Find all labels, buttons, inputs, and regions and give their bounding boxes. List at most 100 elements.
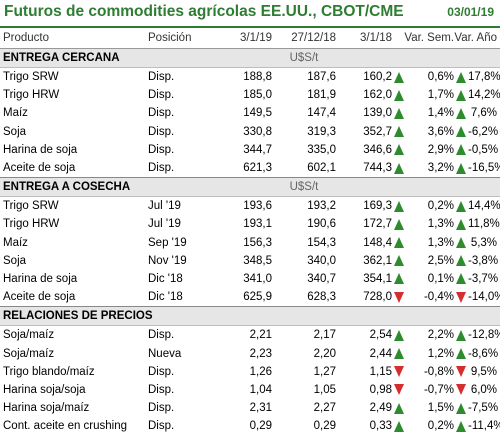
cell-arrow-var-sem bbox=[454, 234, 468, 252]
table-row: Soja/maíz Disp. 2,21 2,17 2,54 2,2% -12,8% bbox=[0, 326, 500, 345]
cell-price-year-ago: 169,3 bbox=[363, 200, 392, 213]
cell-price-week-ago: 340,7 bbox=[307, 272, 336, 285]
arrow-up-icon bbox=[456, 144, 467, 156]
cell-price-week-ago: 2,27 bbox=[313, 402, 336, 415]
cell-arrow-var-sem bbox=[454, 381, 468, 399]
cell-price-current: 0,29 bbox=[249, 420, 272, 433]
cell-producto: Trigo SRW bbox=[3, 71, 59, 84]
arrow-up-icon bbox=[456, 255, 467, 267]
cell-var-sem: -0,7% bbox=[423, 383, 455, 396]
section-header: ENTREGA A COSECHA U$S/t bbox=[0, 177, 500, 198]
section-filler bbox=[392, 177, 500, 198]
cell-posicion: Disp. bbox=[148, 107, 175, 120]
arrow-up-icon bbox=[394, 237, 404, 249]
table-row: Aceite de soja Disp. 621,3 602,1 744,3 3,2% -1… bbox=[0, 159, 500, 178]
cell-arrow-var-sem bbox=[454, 159, 468, 178]
table-row: Trigo HRW Disp. 185,0 181,9 162,0 1,7% 14,2% bbox=[0, 86, 500, 104]
cell-posicion: Disp. bbox=[148, 143, 175, 156]
cell-var-sem: 0,6% bbox=[427, 71, 455, 84]
cell-arrow-var-sem bbox=[454, 123, 468, 141]
cell-producto: Aceite de soja bbox=[3, 162, 76, 175]
arrow-up-icon bbox=[456, 348, 467, 359]
col-header-var-sem: Var. Sem. bbox=[392, 28, 455, 49]
cell-arrow-var-sem bbox=[454, 197, 468, 216]
cell-producto: Soja bbox=[3, 125, 27, 138]
cell-price-year-ago: 1,15 bbox=[369, 365, 392, 378]
cell-posicion: Disp. bbox=[148, 162, 175, 175]
cell-var-anio: 7,6% bbox=[470, 107, 498, 120]
cell-producto: Trigo blando/maíz bbox=[3, 365, 95, 378]
cell-producto: Soja/maíz bbox=[3, 329, 55, 342]
col-header-var-anio: Var. Año bbox=[454, 28, 500, 49]
section-unit: U$S/t bbox=[216, 48, 392, 68]
cell-price-current: 185,0 bbox=[243, 89, 272, 102]
arrow-down-icon bbox=[456, 366, 467, 378]
cell-var-sem: 2,2% bbox=[427, 329, 455, 342]
cell-posicion: Disp. bbox=[148, 402, 175, 415]
cell-var-anio: 11,8% bbox=[468, 218, 500, 231]
cell-arrow-var-sem bbox=[454, 215, 468, 233]
cell-var-anio: -14,0% bbox=[468, 291, 500, 304]
cell-var-anio: -16,5% bbox=[468, 162, 500, 175]
cell-arrow-year-ago bbox=[392, 381, 406, 399]
cell-producto: Cont. aceite en crushing bbox=[3, 420, 128, 433]
cell-var-anio: -11,4% bbox=[468, 420, 500, 433]
title-bar: Futuros de commodities agrícolas EE.UU.,… bbox=[0, 0, 500, 28]
cell-var-anio: -8,6% bbox=[468, 347, 499, 360]
cell-price-week-ago: 1,27 bbox=[313, 365, 336, 378]
cell-var-anio: 5,3% bbox=[470, 236, 498, 249]
cell-price-current: 188,8 bbox=[243, 71, 272, 84]
section-title: ENTREGA A COSECHA bbox=[0, 177, 216, 198]
arrow-up-icon bbox=[394, 273, 404, 285]
cell-price-year-ago: 172,7 bbox=[363, 218, 392, 231]
arrow-up-icon bbox=[456, 237, 467, 249]
cell-price-year-ago: 744,3 bbox=[363, 162, 392, 175]
cell-producto: Soja/maíz bbox=[3, 347, 55, 360]
cell-producto: Harina soja/soja bbox=[3, 383, 86, 396]
arrow-up-icon bbox=[456, 218, 467, 230]
cell-price-current: 2,31 bbox=[249, 402, 272, 415]
cell-posicion: Disp. bbox=[148, 125, 175, 138]
cell-price-week-ago: 181,9 bbox=[307, 89, 336, 102]
cell-price-week-ago: 1,05 bbox=[313, 383, 336, 396]
section-header: ENTREGA CERCANA U$S/t bbox=[0, 48, 500, 68]
cell-price-current: 2,23 bbox=[249, 347, 272, 360]
cell-arrow-year-ago bbox=[392, 363, 406, 381]
cell-price-current: 1,04 bbox=[249, 383, 272, 396]
table-row: Harina de soja Disp. 344,7 335,0 346,6 2,9% -0… bbox=[0, 141, 500, 159]
arrow-up-icon bbox=[394, 162, 404, 174]
arrow-down-icon bbox=[394, 384, 404, 396]
cell-price-year-ago: 2,54 bbox=[369, 329, 392, 342]
arrow-up-icon bbox=[394, 200, 404, 212]
cell-arrow-var-sem bbox=[454, 344, 468, 362]
table-row: Harina de soja Dic '18 341,0 340,7 354,1 0,1%… bbox=[0, 270, 500, 288]
arrow-up-icon bbox=[456, 200, 467, 212]
cell-posicion: Dic '18 bbox=[148, 291, 183, 304]
arrow-up-icon bbox=[394, 329, 404, 341]
arrow-up-icon bbox=[394, 402, 404, 414]
cell-var-anio: 6,0% bbox=[470, 383, 498, 396]
arrow-up-icon bbox=[456, 89, 467, 101]
cell-arrow-var-sem bbox=[454, 252, 468, 270]
cell-price-year-ago: 2,49 bbox=[369, 402, 392, 415]
cell-price-current: 1,26 bbox=[249, 365, 272, 378]
cell-arrow-var-sem bbox=[454, 270, 468, 288]
arrow-up-icon bbox=[394, 71, 404, 83]
cell-price-week-ago: 340,0 bbox=[307, 254, 336, 267]
arrow-down-icon bbox=[394, 366, 404, 378]
cell-producto: Maíz bbox=[3, 236, 28, 249]
cell-var-sem: -0,8% bbox=[423, 365, 455, 378]
col-header-producto: Producto bbox=[0, 28, 148, 49]
cell-producto: Harina de soja bbox=[3, 272, 78, 285]
cell-posicion: Sep '19 bbox=[148, 236, 187, 249]
arrow-up-icon bbox=[456, 107, 467, 119]
cell-producto: Aceite de soja bbox=[3, 291, 76, 304]
col-header-year-ago: 3/1/18 bbox=[336, 28, 392, 49]
cell-var-sem: 3,2% bbox=[427, 162, 455, 175]
cell-price-week-ago: 319,3 bbox=[307, 125, 336, 138]
arrow-up-icon bbox=[456, 162, 467, 174]
cell-price-current: 149,5 bbox=[243, 107, 272, 120]
cell-price-week-ago: 147,4 bbox=[307, 107, 336, 120]
arrow-up-icon bbox=[456, 420, 467, 432]
